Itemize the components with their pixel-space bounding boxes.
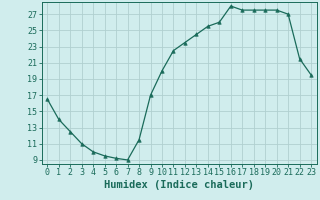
X-axis label: Humidex (Indice chaleur): Humidex (Indice chaleur) — [104, 180, 254, 190]
